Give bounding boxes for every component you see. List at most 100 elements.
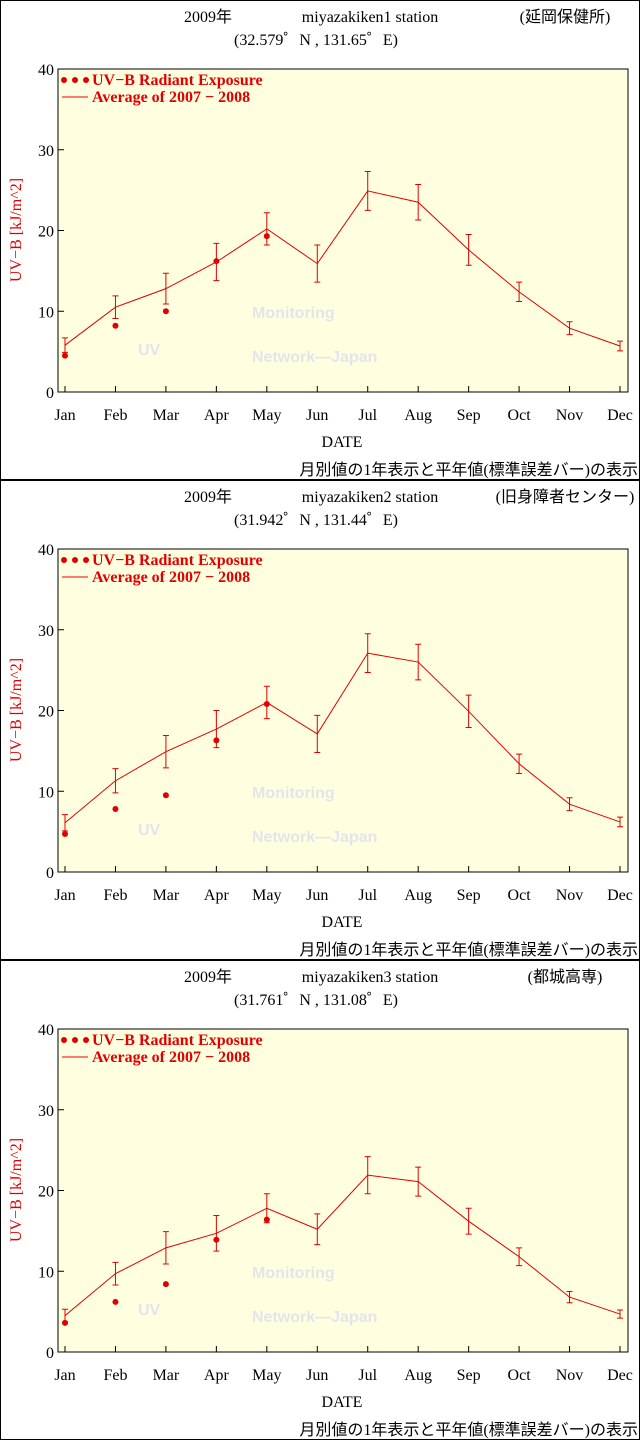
legend-marker [61, 557, 67, 563]
x-tick-label: Jun [306, 887, 328, 904]
x-tick-label: Oct [508, 407, 532, 424]
chart-title: 2009年 [184, 968, 232, 986]
station-name: miyazakiken1 station [302, 9, 438, 26]
legend-label: UV−B Radiant Exposure [92, 72, 263, 89]
legend-marker [61, 77, 67, 83]
station-name: miyazakiken3 station [302, 969, 438, 986]
data-point [62, 831, 68, 838]
x-tick-label: Dec [607, 1367, 633, 1384]
y-tick-label: 30 [38, 1103, 54, 1120]
x-tick-label: May [252, 887, 281, 904]
x-tick-label: Aug [404, 887, 432, 904]
legend-label: Average of 2007 − 2008 [92, 1049, 250, 1066]
legend-label: Average of 2007 − 2008 [92, 89, 250, 106]
y-tick-label: 30 [38, 623, 54, 640]
watermark: Monitoring [252, 785, 335, 802]
y-tick-label: 10 [38, 304, 54, 321]
x-tick-label: Sep [457, 1367, 481, 1384]
station-location: (旧身障者センター) [496, 488, 635, 506]
data-point [162, 308, 169, 315]
x-tick-label: Apr [204, 407, 230, 424]
x-tick-label: Aug [404, 1367, 432, 1384]
plot-area [57, 548, 629, 873]
x-tick-label: Jul [358, 407, 377, 424]
coordinates: (31.942゜N , 131.44゜E) [234, 511, 398, 529]
legend-marker [61, 1037, 67, 1043]
y-tick-label: 40 [38, 1022, 54, 1039]
chart-title: 2009年 [184, 8, 232, 26]
data-point [162, 792, 169, 799]
data-point [162, 1281, 169, 1288]
y-tick-label: 20 [38, 224, 54, 241]
data-point [62, 1319, 68, 1326]
watermark: Monitoring [252, 1265, 335, 1282]
y-tick-label: 0 [46, 385, 54, 402]
y-axis-label: UV−B [kJ/m^2] [8, 658, 25, 762]
x-tick-label: Jul [358, 887, 377, 904]
x-tick-label: Feb [103, 887, 127, 904]
y-axis-label: UV−B [kJ/m^2] [8, 1138, 25, 1242]
x-tick-label: Mar [153, 1367, 180, 1384]
x-tick-label: Aug [404, 407, 432, 424]
legend-marker [72, 557, 78, 563]
x-tick-label: Jun [306, 1367, 328, 1384]
x-tick-label: Feb [103, 407, 127, 424]
y-tick-label: 10 [38, 1264, 54, 1281]
x-tick-label: Mar [153, 887, 180, 904]
watermark: UV [138, 822, 161, 839]
x-tick-label: Mar [153, 407, 180, 424]
error-bar [62, 814, 68, 832]
x-tick-label: Jun [306, 407, 328, 424]
y-tick-label: 30 [38, 143, 54, 160]
legend-label: Average of 2007 − 2008 [92, 569, 250, 586]
legend-label: UV−B Radiant Exposure [92, 1032, 263, 1049]
x-tick-label: Jan [54, 887, 75, 904]
average-line [64, 190, 621, 347]
x-tick-label: Dec [607, 887, 633, 904]
watermark: Network—Japan [252, 829, 377, 846]
y-tick-label: 20 [38, 704, 54, 721]
x-tick-label: Jan [54, 1367, 75, 1384]
chart-title: 2009年 [184, 488, 232, 506]
x-tick-label: Apr [204, 887, 230, 904]
x-tick-label: Sep [457, 407, 481, 424]
x-axis-label: DATE [322, 914, 363, 931]
y-tick-label: 0 [46, 1345, 54, 1362]
legend-label: UV−B Radiant Exposure [92, 552, 263, 569]
x-tick-label: Nov [556, 1367, 584, 1384]
y-tick-label: 10 [38, 784, 54, 801]
station-name: miyazakiken2 station [302, 489, 438, 506]
error-bar [617, 340, 623, 352]
x-tick-label: Nov [556, 407, 584, 424]
chart-panel: 2009年 miyazakiken1 station (延岡保健所) (32.579゜… [0, 0, 640, 480]
x-axis-label: DATE [322, 1394, 363, 1411]
x-tick-label: Dec [607, 407, 633, 424]
x-tick-label: Oct [508, 887, 532, 904]
x-axis-label: DATE [322, 434, 363, 451]
x-tick-label: Oct [508, 1367, 532, 1384]
y-axis-label: UV−B [kJ/m^2] [8, 178, 25, 282]
data-point [112, 322, 119, 329]
x-tick-label: May [252, 1367, 281, 1384]
legend-marker [83, 77, 89, 83]
watermark: UV [138, 1302, 161, 1319]
coordinates: (32.579゜N , 131.65゜E) [234, 31, 398, 49]
coordinates: (31.761゜N , 131.08゜E) [234, 991, 398, 1009]
data-point [112, 1298, 119, 1305]
average-line [64, 652, 621, 824]
watermark: Network—Japan [252, 1309, 377, 1326]
footer-note: 月別値の1年表示と平年値(標準誤差バー)の表示 [299, 941, 638, 959]
x-tick-label: Jul [358, 1367, 377, 1384]
plot-area [57, 1028, 629, 1353]
legend-marker [72, 1037, 78, 1043]
plot-area [57, 68, 629, 393]
y-tick-label: 40 [38, 542, 54, 559]
watermark: Monitoring [252, 305, 335, 322]
legend-marker [72, 77, 78, 83]
average-line [64, 1174, 621, 1317]
footer-note: 月別値の1年表示と平年値(標準誤差バー)の表示 [299, 461, 638, 479]
y-tick-label: 20 [38, 1184, 54, 1201]
x-tick-label: Feb [103, 1367, 127, 1384]
x-tick-label: Apr [204, 1367, 230, 1384]
